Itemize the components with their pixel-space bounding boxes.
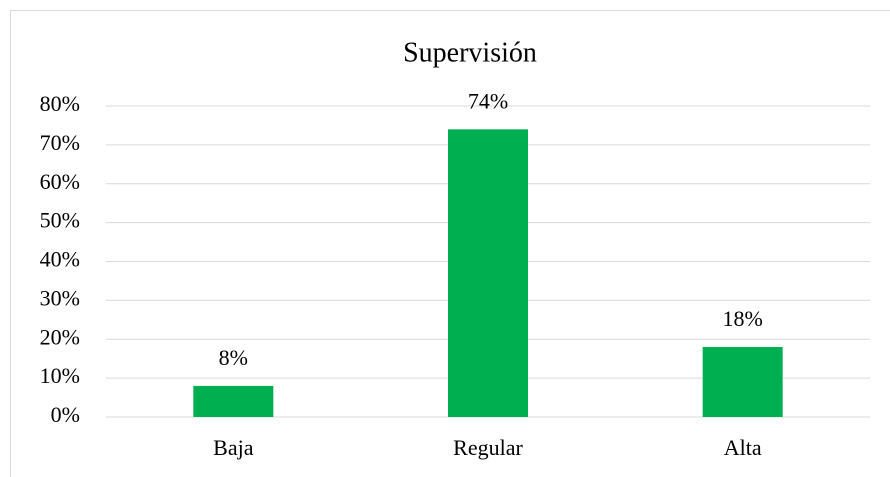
y-tick-label: 70% <box>40 130 80 155</box>
chart-title: Supervisión <box>403 37 537 68</box>
data-label: 74% <box>468 88 508 113</box>
bar <box>702 347 783 417</box>
y-tick-label: 50% <box>40 208 80 233</box>
chart-frame <box>10 10 890 477</box>
y-tick-label: 20% <box>40 324 80 349</box>
y-tick-label: 40% <box>40 247 80 272</box>
y-tick-label: 10% <box>40 363 80 388</box>
data-label: 18% <box>723 306 763 331</box>
y-tick-label: 30% <box>40 285 80 310</box>
bar <box>448 129 528 417</box>
y-tick-label: 0% <box>51 402 80 427</box>
bar <box>193 385 274 417</box>
x-tick-label: Alta <box>724 435 762 460</box>
x-tick-label: Baja <box>213 435 254 460</box>
data-label: 8% <box>219 345 248 370</box>
y-tick-label: 80% <box>40 91 80 116</box>
x-tick-label: Regular <box>453 435 523 460</box>
y-tick-label: 60% <box>40 169 80 194</box>
